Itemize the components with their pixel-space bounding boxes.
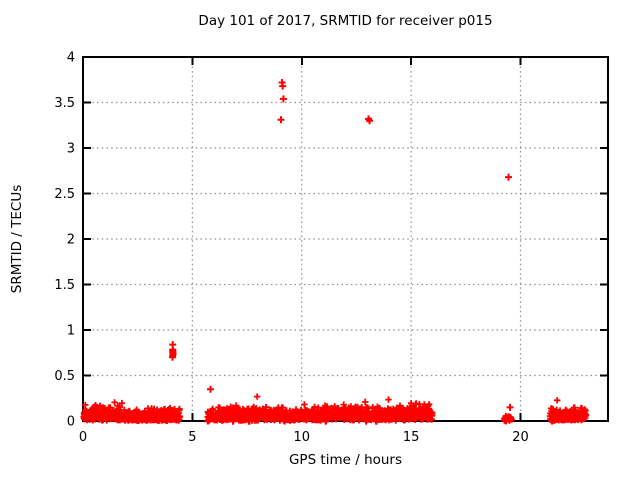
noise-points xyxy=(80,393,590,425)
y-tick-label: 1 xyxy=(67,324,75,339)
tick-labels: 0 5 10 15 20 0 0.5 1 1.5 2 2.5 3 3.5 4 xyxy=(54,51,528,446)
plot-border xyxy=(82,56,609,422)
gridlines xyxy=(83,57,608,421)
y-tick-label: 1.5 xyxy=(54,278,75,293)
y-tick-label: 2 xyxy=(67,233,75,248)
chart-title: Day 101 of 2017, SRMTID for receiver p01… xyxy=(198,13,493,29)
y-tick-label: 0 xyxy=(67,415,75,430)
y-tick-label: 0.5 xyxy=(54,369,75,384)
y-tick-label: 3 xyxy=(67,142,75,157)
axes xyxy=(82,56,609,422)
x-tick-label: 10 xyxy=(293,430,310,445)
x-tick-label: 0 xyxy=(79,430,87,445)
x-axis-label: GPS time / hours xyxy=(288,452,403,468)
y-tick-label: 3.5 xyxy=(54,96,75,111)
y-axis-label: SRMTID / TECUs xyxy=(9,184,25,294)
x-tick-label: 15 xyxy=(403,430,420,445)
outlier-points xyxy=(169,79,514,411)
x-tick-label: 5 xyxy=(188,430,196,445)
x-tick-label: 20 xyxy=(512,430,529,445)
y-tick-label: 2.5 xyxy=(54,187,75,202)
y-tick-label: 4 xyxy=(67,51,75,66)
